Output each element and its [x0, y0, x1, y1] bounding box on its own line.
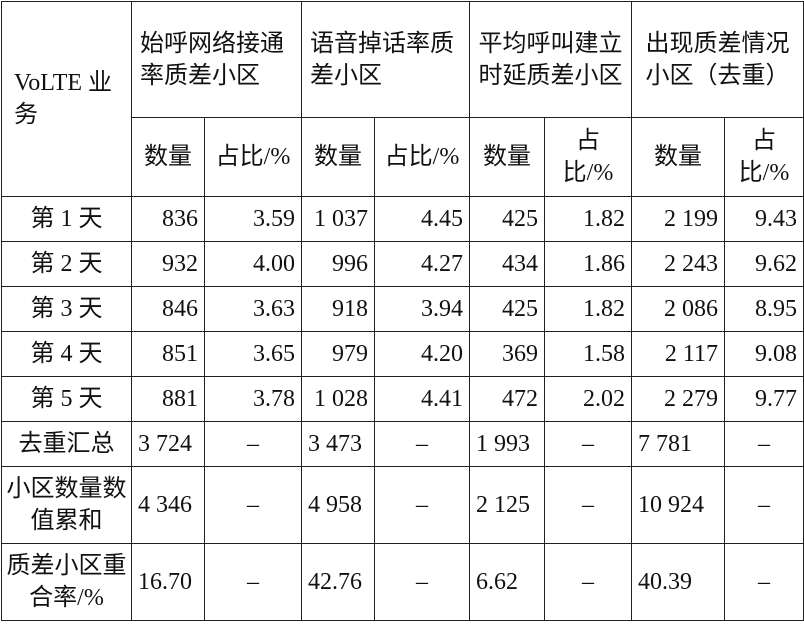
table-cell: 1 037 — [301, 196, 375, 242]
table-cell: – — [204, 543, 302, 621]
table-cell: 2 117 — [631, 331, 725, 377]
table-row: 第 5 天 881 3.78 1 028 4.41 472 2.02 2 279 9.77 — [1, 376, 804, 422]
header-row: VoLTE 业务 始呼网络接通率质差小区 语音掉话率质差小区 平均呼叫建立时延质… — [1, 1, 804, 197]
table-row: 第 2 天 932 4.00 996 4.27 434 1.86 2 243 9.62 — [1, 241, 804, 287]
subheader-cell: 数量 — [469, 117, 545, 197]
subheader-cell: 占比/% — [204, 117, 302, 197]
table-row: 第 4 天 851 3.65 979 4.20 369 1.58 2 117 9.08 — [1, 331, 804, 377]
table-cell: 1.58 — [544, 331, 632, 377]
table-body: 第 1 天 836 3.59 1 037 4.45 425 1.82 2 199 9.43 第 2… — [1, 196, 804, 621]
table-cell: 4.45 — [374, 196, 470, 242]
table-cell: 425 — [469, 196, 545, 242]
row-label: 第 3 天 — [1, 286, 132, 332]
table-cell: – — [374, 466, 470, 544]
row-label: 第 1 天 — [1, 196, 132, 242]
row-label: 质差小区重合率/% — [1, 543, 132, 621]
table-cell: – — [374, 543, 470, 621]
subheader-cell: 占比/% — [724, 117, 804, 197]
header-cell: 始呼网络接通率质差小区 — [131, 1, 302, 118]
table-cell: – — [724, 543, 804, 621]
table-cell: – — [544, 466, 632, 544]
table-row: 小区数量数值累和 4 346–4 958–2 125–10 924– — [1, 466, 804, 544]
table-cell: – — [374, 421, 470, 467]
table-row: 去重汇总 3 724–3 473–1 993–7 781– — [1, 421, 804, 467]
table-cell: 4.00 — [204, 241, 302, 287]
subheader-cell: 数量 — [301, 117, 375, 197]
table-cell: 979 — [301, 331, 375, 377]
table-cell: 9.77 — [724, 376, 804, 422]
table-row: 第 1 天 836 3.59 1 037 4.45 425 1.82 2 199 9.43 — [1, 196, 804, 242]
table-cell: 3.78 — [204, 376, 302, 422]
table-cell: – — [204, 466, 302, 544]
header-cell: VoLTE 业务 — [1, 1, 132, 197]
table-cell: 2 243 — [631, 241, 725, 287]
row-label: 去重汇总 — [1, 421, 132, 467]
table-row: 质差小区重合率/% 16.70–42.76–6.62–40.39– — [1, 543, 804, 621]
table-cell: 1 993 — [469, 421, 545, 467]
table-cell: 2 086 — [631, 286, 725, 332]
table-cell: 932 — [131, 241, 205, 287]
row-label: 小区数量数值累和 — [1, 466, 132, 544]
table-cell: 6.62 — [469, 543, 545, 621]
table-row: 第 3 天 846 3.63 918 3.94 425 1.82 2 086 8.95 — [1, 286, 804, 332]
table-cell: – — [724, 421, 804, 467]
subheader-cell: 占比/% — [374, 117, 470, 197]
table-cell: 3.59 — [204, 196, 302, 242]
table-cell: 2 199 — [631, 196, 725, 242]
row-label: 第 2 天 — [1, 241, 132, 287]
table-cell: 3 473 — [301, 421, 375, 467]
table-cell: 1.82 — [544, 286, 632, 332]
table-cell: 369 — [469, 331, 545, 377]
table-cell: 4.20 — [374, 331, 470, 377]
table-cell: 4 346 — [131, 466, 205, 544]
table-cell: 3.65 — [204, 331, 302, 377]
table-cell: 7 781 — [631, 421, 725, 467]
table-cell: 2.02 — [544, 376, 632, 422]
table-cell: – — [204, 421, 302, 467]
table-cell: 472 — [469, 376, 545, 422]
table-cell: 3.63 — [204, 286, 302, 332]
table-cell: 996 — [301, 241, 375, 287]
table-cell: 881 — [131, 376, 205, 422]
table-cell: 2 125 — [469, 466, 545, 544]
header-cell: 出现质差情况小区（去重） — [631, 1, 804, 118]
header-cell: 平均呼叫建立时延质差小区 — [469, 1, 632, 118]
table-cell: 846 — [131, 286, 205, 332]
subheader-cell: 数量 — [131, 117, 205, 197]
table-cell: 425 — [469, 286, 545, 332]
table-cell: 918 — [301, 286, 375, 332]
table-cell: 9.43 — [724, 196, 804, 242]
table-cell: 10 924 — [631, 466, 725, 544]
header-cell: 语音掉话率质差小区 — [301, 1, 470, 118]
table-cell: 4.41 — [374, 376, 470, 422]
table-cell: 16.70 — [131, 543, 205, 621]
table-cell: 3 724 — [131, 421, 205, 467]
table-cell: 1.86 — [544, 241, 632, 287]
table-cell: 2 279 — [631, 376, 725, 422]
table-cell: – — [544, 421, 632, 467]
table-cell: 1.82 — [544, 196, 632, 242]
table-cell: 836 — [131, 196, 205, 242]
row-label: 第 4 天 — [1, 331, 132, 377]
table-cell: 42.76 — [301, 543, 375, 621]
table-cell: 434 — [469, 241, 545, 287]
table-cell: 9.62 — [724, 241, 804, 287]
table-cell: 1 028 — [301, 376, 375, 422]
table-cell: 8.95 — [724, 286, 804, 332]
table-cell: – — [544, 543, 632, 621]
subheader-cell: 数量 — [631, 117, 725, 197]
table-cell: – — [724, 466, 804, 544]
row-label: 第 5 天 — [1, 376, 132, 422]
table-cell: 4 958 — [301, 466, 375, 544]
table-cell: 40.39 — [631, 543, 725, 621]
table-cell: 4.27 — [374, 241, 470, 287]
data-table: VoLTE 业务 始呼网络接通率质差小区 语音掉话率质差小区 平均呼叫建立时延质… — [1, 1, 804, 621]
table-cell: 3.94 — [374, 286, 470, 332]
subheader-cell: 占比/% — [544, 117, 632, 197]
table-cell: 9.08 — [724, 331, 804, 377]
table-cell: 851 — [131, 331, 205, 377]
